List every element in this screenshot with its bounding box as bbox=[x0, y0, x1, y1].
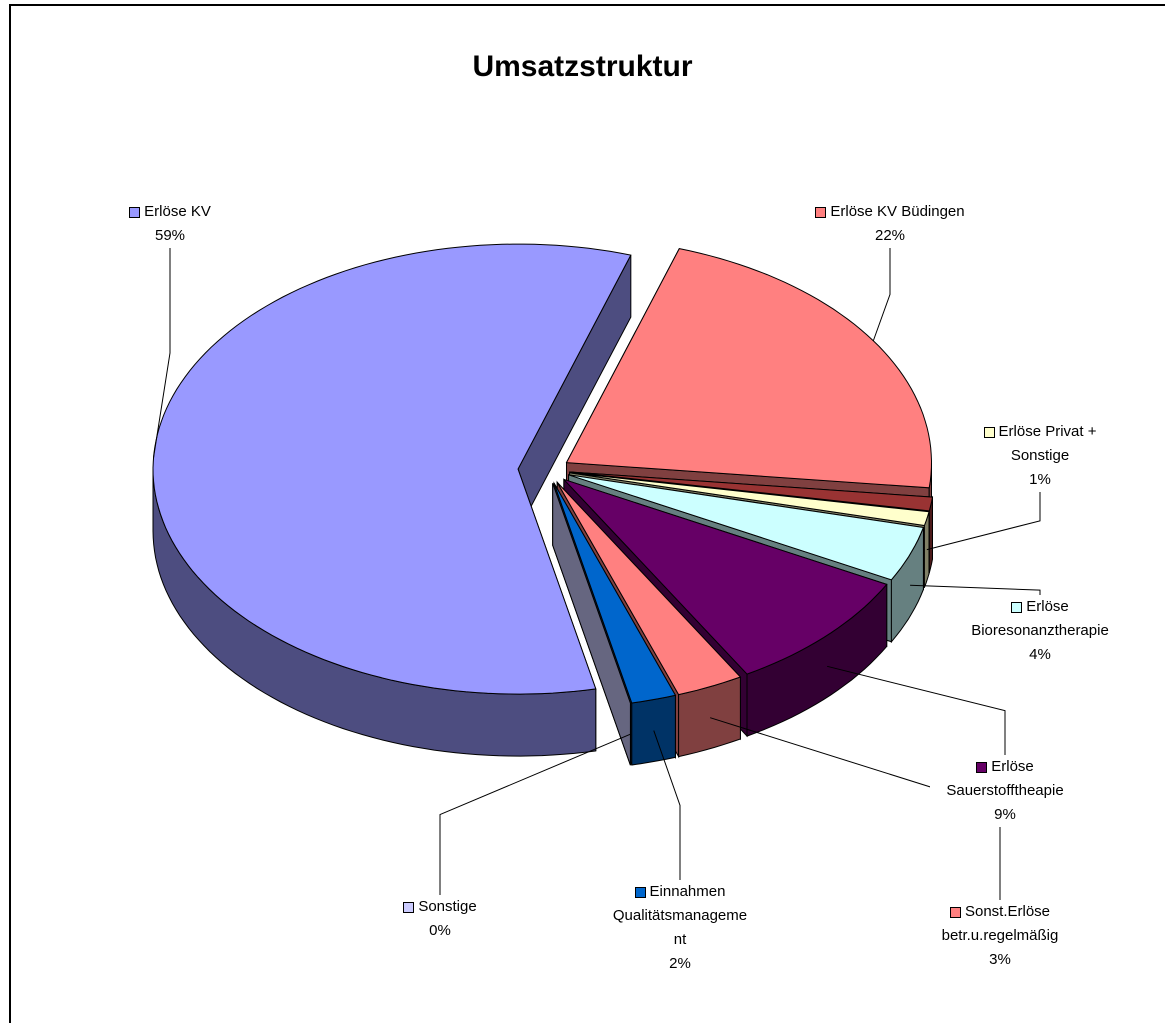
label-name: Erlöse Sauerstofftheapie bbox=[946, 758, 1064, 799]
data-label: Erlöse Bioresonanztherapie 4% bbox=[950, 595, 1130, 667]
chart-title: Umsatzstruktur bbox=[472, 50, 693, 83]
leader-line bbox=[910, 584, 1041, 595]
label-percent: 22% bbox=[874, 227, 906, 244]
leader-line bbox=[827, 665, 1006, 755]
data-label: Erlöse KV 59% bbox=[95, 200, 245, 248]
legend-swatch bbox=[1011, 601, 1023, 613]
leader-line bbox=[926, 492, 1041, 551]
legend-swatch bbox=[129, 206, 141, 218]
legend-swatch bbox=[983, 426, 995, 438]
slice bbox=[553, 482, 677, 704]
data-label: Einnahmen Qualitätsmanagement 2% bbox=[610, 880, 750, 976]
label-percent: 0% bbox=[429, 922, 451, 939]
slice bbox=[569, 471, 934, 512]
legend-swatch bbox=[949, 906, 961, 918]
data-label: Erlöse Privat + Sonstige 1% bbox=[965, 420, 1115, 492]
slice-side bbox=[552, 483, 631, 766]
slice bbox=[556, 482, 742, 696]
label-percent: 4% bbox=[1029, 646, 1051, 663]
slice-side bbox=[631, 694, 676, 766]
label-name: Erlöse KV bbox=[144, 203, 211, 220]
slice-tops bbox=[152, 243, 934, 704]
slice bbox=[565, 248, 933, 489]
leader-line bbox=[653, 730, 681, 880]
slice bbox=[568, 474, 925, 581]
label-percent: 2% bbox=[669, 955, 691, 972]
data-label: Sonst.Erlöse betr.u.regelmäßig 3% bbox=[910, 900, 1090, 972]
leader-line bbox=[872, 248, 891, 341]
leader-line bbox=[152, 248, 171, 458]
label-percent: 59% bbox=[154, 227, 186, 244]
slice bbox=[563, 478, 888, 675]
legend-swatch bbox=[634, 886, 646, 898]
label-percent: 9% bbox=[994, 806, 1016, 823]
label-name: Sonst.Erlöse betr.u.regelmäßig bbox=[941, 903, 1059, 944]
data-label: Erlöse KV Büdingen 22% bbox=[760, 200, 1020, 248]
label-name: Sonstige bbox=[418, 898, 477, 915]
label-percent: 3% bbox=[989, 951, 1011, 968]
data-label: Sonstige 0% bbox=[380, 895, 500, 943]
legend-swatch bbox=[815, 206, 827, 218]
label-name: Erlöse KV Büdingen bbox=[830, 203, 965, 220]
legend-swatch bbox=[403, 901, 415, 913]
leader-line bbox=[439, 733, 631, 895]
label-name: Erlöse Privat + Sonstige bbox=[998, 423, 1097, 464]
label-percent: 1% bbox=[1029, 471, 1051, 488]
label-name: Einnahmen Qualitätsmanagement bbox=[612, 883, 748, 948]
label-name: Erlöse Bioresonanztherapie bbox=[971, 598, 1109, 639]
slice bbox=[569, 472, 930, 527]
data-label: Erlöse Sauerstofftheapie 9% bbox=[930, 755, 1080, 827]
legend-swatch bbox=[976, 761, 988, 773]
